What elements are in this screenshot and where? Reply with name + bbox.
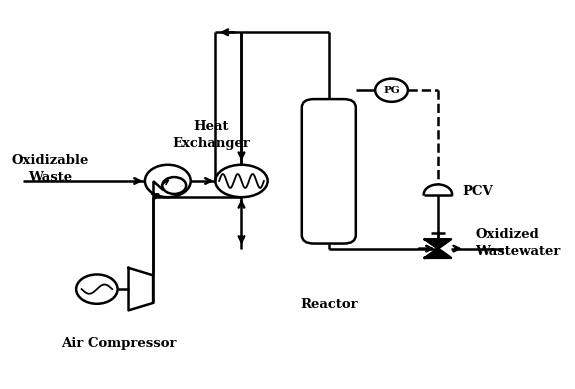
Text: Air Compressor: Air Compressor: [61, 337, 177, 350]
Text: Oxidizable
Waste: Oxidizable Waste: [12, 154, 89, 184]
Text: PCV: PCV: [462, 185, 493, 198]
Text: Oxidized
Wastewater: Oxidized Wastewater: [475, 228, 561, 258]
Text: Heat
Exchanger: Heat Exchanger: [172, 120, 250, 150]
Text: Reactor: Reactor: [300, 298, 358, 311]
Text: PG: PG: [383, 86, 400, 95]
Polygon shape: [425, 249, 451, 258]
Circle shape: [375, 79, 408, 102]
Polygon shape: [425, 239, 451, 249]
Circle shape: [162, 177, 186, 194]
